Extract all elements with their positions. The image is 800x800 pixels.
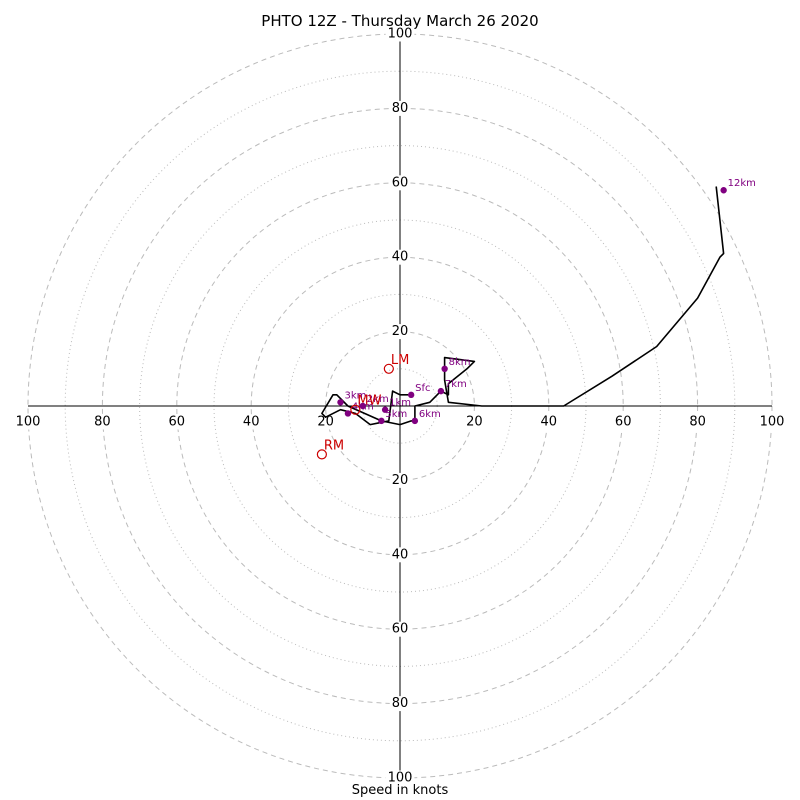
y-tick-label: 40 <box>392 547 409 562</box>
height-marker-dot <box>437 387 445 395</box>
motion-marker-label: MW <box>357 394 381 409</box>
height-marker: 7km <box>437 379 467 395</box>
height-marker-label: Sfc <box>415 383 430 394</box>
motion-marker: RM <box>316 438 344 460</box>
tick-label-bg <box>389 175 411 191</box>
y-tick-label: 60 <box>392 175 409 190</box>
height-marker: 5km <box>378 409 407 425</box>
height-marker: 6km <box>411 409 441 425</box>
height-marker-label: 8km <box>449 357 471 368</box>
x-axis-label: Speed in knots <box>351 783 449 798</box>
tick-label-bg <box>166 414 188 430</box>
x-tick-label: 60 <box>169 415 186 430</box>
hodograph-trace <box>321 186 725 426</box>
height-marker-label: 5km <box>385 409 407 420</box>
tick-label-bg <box>389 547 411 563</box>
x-tick-label: 100 <box>16 415 41 430</box>
height-marker-label: 7km <box>445 379 467 390</box>
height-marker-label: 6km <box>419 409 441 420</box>
motion-marker-circle <box>316 449 327 460</box>
tick-label-bg <box>385 770 415 786</box>
y-tick-label: 80 <box>392 101 409 116</box>
height-marker-label: 2km <box>367 394 389 405</box>
height-marker-dot <box>720 187 727 194</box>
height-marker-dot <box>337 399 344 406</box>
motion-marker-circle <box>350 404 361 415</box>
height-marker-dot <box>378 417 385 425</box>
height-marker: 3km <box>337 390 366 406</box>
height-marker: 12km <box>720 178 756 194</box>
x-tick-label: 40 <box>243 415 260 430</box>
tick-label-bg <box>687 414 708 430</box>
motion-marker: MW <box>350 394 382 415</box>
motion-marker: LM <box>383 353 409 374</box>
y-tick-label: 100 <box>388 771 413 786</box>
height-marker-label: 12km <box>728 178 756 189</box>
tick-label-bg <box>385 26 415 42</box>
y-tick-label: 100 <box>388 27 413 42</box>
height-marker-dot <box>407 391 415 399</box>
x-tick-label: 60 <box>615 415 632 430</box>
tick-label-bg <box>389 472 411 488</box>
x-tick-label: 40 <box>541 415 558 430</box>
height-marker-label: 3km <box>344 390 366 401</box>
height-marker: 2km <box>359 394 389 410</box>
axes <box>28 34 772 778</box>
height-marker-dot <box>344 410 352 417</box>
tick-label-bg <box>13 414 43 430</box>
x-tick-label: 80 <box>94 415 111 430</box>
tick-label-bg <box>389 696 411 712</box>
x-tick-label: 100 <box>760 415 785 430</box>
tick-label-bg <box>538 414 560 430</box>
x-tick-label: 80 <box>689 415 706 430</box>
motion-marker-circle <box>383 363 394 374</box>
y-tick-label: 60 <box>392 622 409 637</box>
height-marker: 8km <box>441 357 471 372</box>
tick-label-bg <box>464 414 485 430</box>
height-marker-dot <box>441 365 448 372</box>
height-marker: 1km <box>381 398 411 413</box>
height-marker-dot <box>411 417 419 425</box>
y-tick-label: 20 <box>392 473 409 488</box>
tick-label-bg <box>92 414 113 430</box>
motion-marker-label: RM <box>324 438 344 453</box>
tick-labels: 100 80 60 40 20 20 40 60 80 100 20 40 60 80 100 20 40 60 8… <box>13 26 787 786</box>
height-marker-dot <box>359 402 366 410</box>
tick-label-bg <box>389 621 411 637</box>
tick-label-bg <box>389 324 411 340</box>
x-tick-label: 20 <box>317 415 334 430</box>
y-tick-label: 40 <box>392 250 409 265</box>
height-marker-label: 1km <box>389 398 411 409</box>
motion-marker-label: LM <box>391 353 409 368</box>
tick-label-bg <box>757 414 787 430</box>
height-marker: 4km <box>344 401 374 417</box>
y-tick-label: 80 <box>392 696 409 711</box>
chart-title: PHTO 12Z - Thursday March 26 2020 <box>261 12 539 30</box>
y-tick-label: 20 <box>392 324 409 339</box>
storm-motion-markers: LM RM MW <box>316 353 409 460</box>
tick-label-bg <box>240 414 262 430</box>
tick-label-bg <box>612 414 634 430</box>
tick-label-bg <box>389 100 411 116</box>
height-marker: Sfc <box>407 383 431 399</box>
height-marker-label: 4km <box>352 401 374 412</box>
tick-label-bg <box>389 249 411 265</box>
height-marker-dot <box>381 406 389 413</box>
x-tick-label: 20 <box>466 415 483 430</box>
tick-label-bg <box>315 414 336 430</box>
